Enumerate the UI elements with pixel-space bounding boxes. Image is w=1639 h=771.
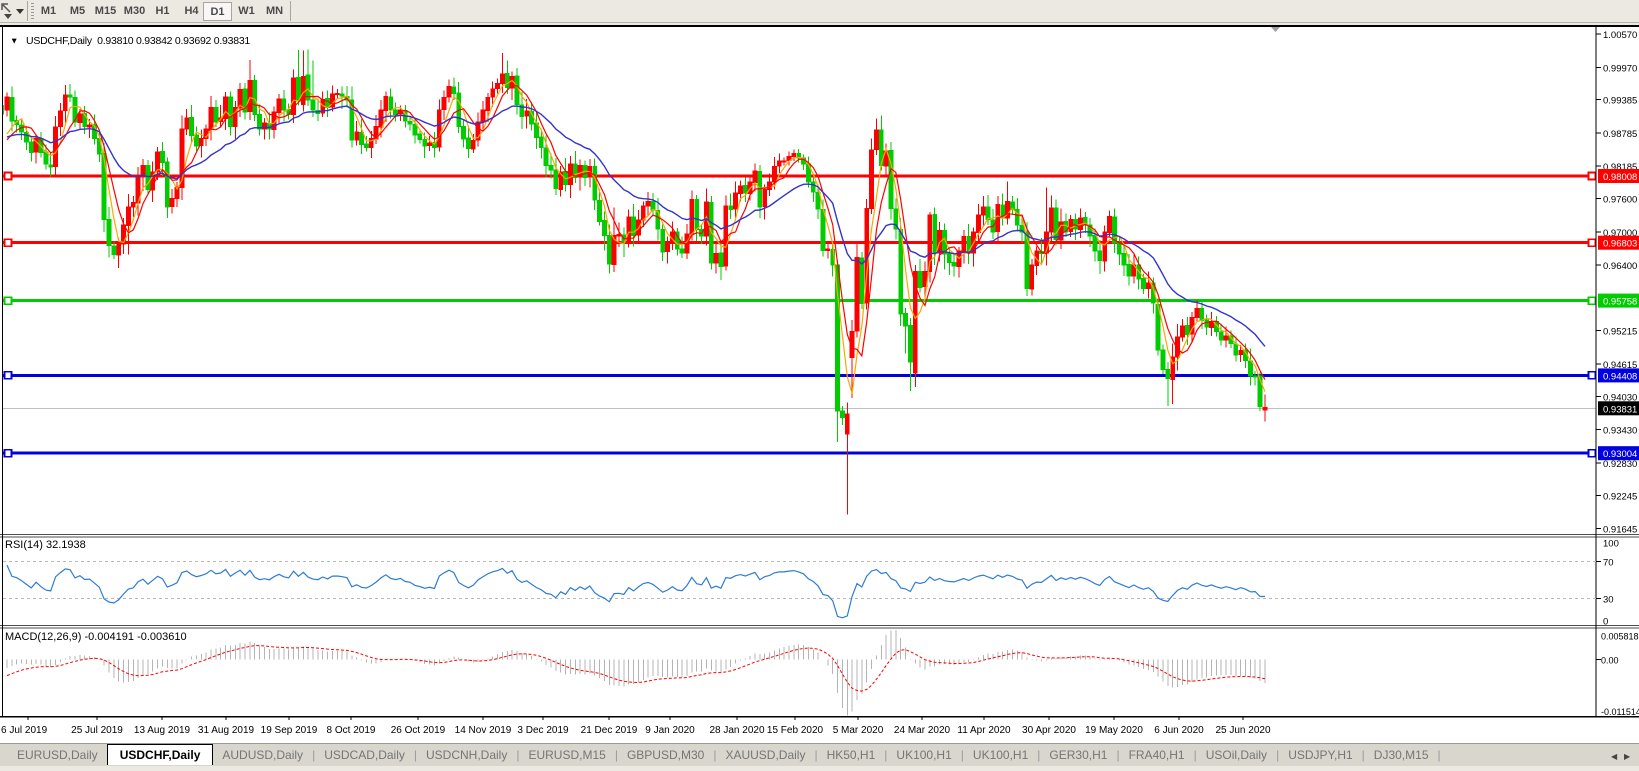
svg-text:0.005818: 0.005818 xyxy=(1601,631,1639,641)
svg-text:MACD(12,26,9) -0.004191 -0.003: MACD(12,26,9) -0.004191 -0.003610 xyxy=(5,631,187,643)
svg-text:0: 0 xyxy=(1603,616,1608,627)
svg-text:26 Oct 2019: 26 Oct 2019 xyxy=(391,725,446,736)
svg-text:0.91645: 0.91645 xyxy=(1603,525,1637,536)
svg-text:25 Jul 2019: 25 Jul 2019 xyxy=(71,725,123,736)
svg-text:0.92830: 0.92830 xyxy=(1603,459,1637,470)
svg-text:0.97600: 0.97600 xyxy=(1603,195,1637,206)
svg-text:0.98185: 0.98185 xyxy=(1603,162,1637,173)
svg-text:28 Jan 2020: 28 Jan 2020 xyxy=(709,725,764,736)
svg-text:3 Dec 2019: 3 Dec 2019 xyxy=(517,725,569,736)
svg-text:0.00: 0.00 xyxy=(1601,656,1619,666)
svg-text:24 Mar 2020: 24 Mar 2020 xyxy=(894,725,951,736)
svg-text:100: 100 xyxy=(1603,539,1619,550)
svg-text:0.95758: 0.95758 xyxy=(1603,297,1637,308)
svg-text:6 Jul 2019: 6 Jul 2019 xyxy=(1,725,48,736)
svg-text:8 Oct 2019: 8 Oct 2019 xyxy=(327,725,376,736)
svg-text:0.97000: 0.97000 xyxy=(1603,228,1637,239)
svg-text:25 Jun 2020: 25 Jun 2020 xyxy=(1215,725,1270,736)
svg-text:0.99385: 0.99385 xyxy=(1603,96,1637,107)
svg-text:30: 30 xyxy=(1603,595,1614,606)
svg-text:30 Apr 2020: 30 Apr 2020 xyxy=(1022,725,1076,736)
svg-text:0.98785: 0.98785 xyxy=(1603,129,1637,140)
svg-text:14 Nov 2019: 14 Nov 2019 xyxy=(455,725,512,736)
svg-text:31 Aug 2019: 31 Aug 2019 xyxy=(198,725,255,736)
svg-text:0.93831: 0.93831 xyxy=(1603,404,1637,415)
svg-text:0.94615: 0.94615 xyxy=(1603,360,1637,371)
svg-text:21 Dec 2019: 21 Dec 2019 xyxy=(581,725,638,736)
svg-text:0.93004: 0.93004 xyxy=(1603,449,1637,460)
svg-text:0.99970: 0.99970 xyxy=(1603,63,1637,74)
svg-text:USDCHF,Daily 0.93810 0.93842: USDCHF,Daily 0.93810 0.93842 0.93692 0.9… xyxy=(26,35,250,47)
svg-text:0.93430: 0.93430 xyxy=(1603,426,1637,437)
svg-text:13 Aug 2019: 13 Aug 2019 xyxy=(134,725,191,736)
svg-text:1.00570: 1.00570 xyxy=(1603,30,1637,41)
svg-text:RSI(14) 32.1938: RSI(14) 32.1938 xyxy=(5,539,86,551)
svg-text:70: 70 xyxy=(1603,558,1614,569)
svg-text:6 Jun 2020: 6 Jun 2020 xyxy=(1154,725,1204,736)
svg-text:15 Feb 2020: 15 Feb 2020 xyxy=(767,725,824,736)
svg-text:19 Sep 2019: 19 Sep 2019 xyxy=(261,725,318,736)
svg-text:5 Mar 2020: 5 Mar 2020 xyxy=(833,725,884,736)
svg-text:0.96803: 0.96803 xyxy=(1603,239,1637,250)
svg-text:▼: ▼ xyxy=(10,36,18,46)
svg-text:-0.011514: -0.011514 xyxy=(1601,707,1639,717)
svg-text:0.96400: 0.96400 xyxy=(1603,261,1637,272)
svg-text:9 Jan 2020: 9 Jan 2020 xyxy=(645,725,695,736)
svg-text:0.92245: 0.92245 xyxy=(1603,491,1637,502)
svg-text:11 Apr 2020: 11 Apr 2020 xyxy=(957,725,1011,736)
svg-text:19 May 2020: 19 May 2020 xyxy=(1085,725,1143,736)
svg-text:0.95215: 0.95215 xyxy=(1603,327,1637,338)
svg-text:0.98008: 0.98008 xyxy=(1603,172,1637,183)
svg-text:0.94408: 0.94408 xyxy=(1603,371,1637,382)
svg-text:0.94030: 0.94030 xyxy=(1603,392,1637,403)
